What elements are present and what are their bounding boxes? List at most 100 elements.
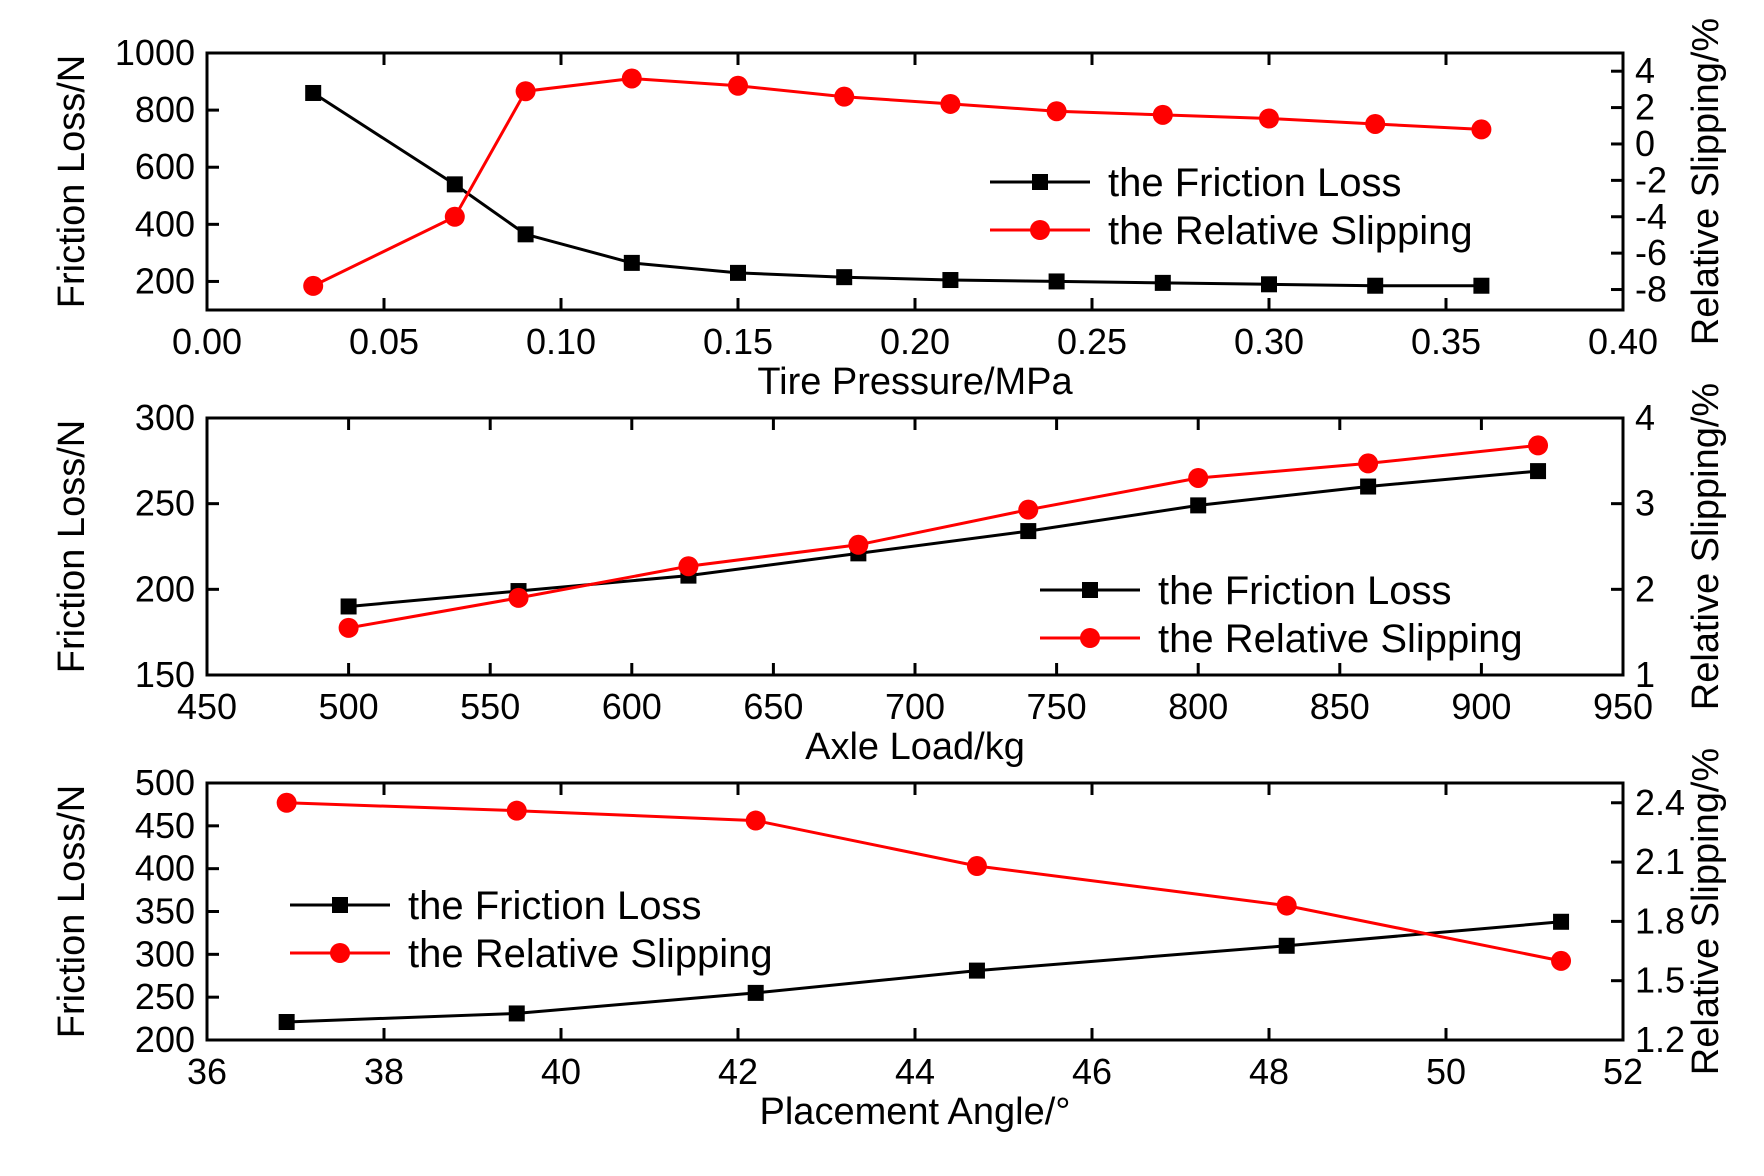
friction-loss-point: [1261, 276, 1277, 293]
friction-loss-point: [1530, 463, 1547, 480]
y-right-axis-title: Relative Slipping/%: [1685, 18, 1727, 345]
x-tick-label: 0.25: [1057, 321, 1127, 362]
x-tick-label: 50: [1426, 1051, 1466, 1092]
friction-loss-point: [623, 254, 640, 271]
relative-slipping-point: [506, 800, 527, 821]
relative-slipping-point: [276, 792, 297, 813]
friction-loss-point: [968, 962, 985, 979]
y-left-tick-label: 250: [135, 976, 195, 1017]
y-left-axis-title: Friction Loss/N: [51, 785, 93, 1038]
friction-loss-point: [1048, 273, 1065, 290]
y-left-tick-label: 150: [135, 654, 195, 695]
relative-slipping-point: [1046, 101, 1067, 122]
friction-loss-point: [1190, 497, 1207, 514]
relative-slipping-point: [1471, 119, 1492, 140]
x-tick-label: 0.35: [1411, 321, 1481, 362]
plot-frame: [205, 51, 1625, 312]
y-left-tick-label: 300: [135, 397, 195, 438]
x-tick-label: 800: [1168, 686, 1228, 727]
y-right-tick-label: -8: [1635, 269, 1667, 310]
friction-loss-point: [836, 269, 853, 286]
y-right-tick-label: 2: [1635, 568, 1655, 609]
y-left-axis-title: Friction Loss/N: [51, 55, 93, 308]
relative-slipping-point: [1528, 435, 1549, 456]
x-tick-label: 52: [1603, 1051, 1643, 1092]
relative-slipping-point: [966, 856, 987, 877]
friction-loss-point: [1360, 478, 1377, 495]
y-left-tick-label: 250: [135, 483, 195, 524]
friction-loss-point: [747, 984, 764, 1001]
x-tick-label: 0.10: [526, 321, 596, 362]
relative-slipping-point: [678, 556, 699, 577]
legend-label: the Friction Loss: [408, 884, 701, 928]
x-tick-label: 44: [895, 1051, 935, 1092]
friction-loss-point: [340, 598, 357, 615]
friction-loss-point: [730, 264, 746, 281]
series-line: [286, 801, 1562, 963]
relative-slipping-point: [1551, 950, 1572, 971]
x-tick-label: 48: [1249, 1051, 1289, 1092]
legend-square-marker: [1082, 582, 1098, 598]
series-line: [312, 76, 1482, 288]
chart-panel-2: 450 500 550 600 650 700 750 800 850 900 950 150 200 2…: [51, 383, 1727, 768]
x-tick-label: 38: [364, 1051, 404, 1092]
y-left-tick-label: 300: [135, 933, 195, 974]
y-right-tick-label: -2: [1635, 159, 1667, 200]
y-left-tick-label: 400: [135, 203, 195, 244]
y-left-tick-label: 350: [135, 891, 195, 932]
x-tick-label: 42: [718, 1051, 758, 1092]
friction-loss-point: [446, 176, 463, 193]
relative-slipping-point: [444, 206, 465, 227]
x-tick-label: 46: [1072, 1051, 1112, 1092]
y-right-tick-label: 1.8: [1635, 900, 1685, 941]
friction-loss-point: [1473, 277, 1490, 294]
friction-loss-point: [1154, 274, 1171, 291]
x-tick-label: 0.30: [1234, 321, 1304, 362]
relative-slipping-point: [848, 534, 869, 555]
friction-loss-point: [508, 1005, 525, 1022]
series-line: [312, 91, 1482, 288]
relative-slipping-point: [1188, 467, 1209, 488]
x-tick-label: 850: [1310, 686, 1370, 727]
y-left-tick-label: 1000: [115, 32, 195, 73]
relative-slipping-point: [621, 68, 642, 89]
x-tick-label: 950: [1593, 686, 1653, 727]
y-right-axis-title: Relative Slipping/%: [1685, 383, 1727, 710]
chart-panel-1: 0.00 0.05 0.10 0.15 0.20 0.25 0.30 0.35 0.40 200 4…: [51, 18, 1727, 403]
y-right-tick-label: 0: [1635, 123, 1655, 164]
legend-square-marker: [1032, 174, 1048, 190]
y-left-tick-label: 500: [135, 762, 195, 803]
y-right-tick-label: -6: [1635, 232, 1667, 273]
x-tick-label: 450: [177, 686, 237, 727]
series-line: [286, 920, 1562, 1024]
relative-slipping-point: [1365, 113, 1386, 134]
x-axis-title: Axle Load/kg: [805, 726, 1025, 768]
y-right-tick-label: 2: [1635, 87, 1655, 128]
series-line: [348, 443, 1539, 630]
y-right-axis-title: Relative Slipping/%: [1685, 748, 1727, 1075]
relative-slipping-point: [515, 81, 536, 102]
x-tick-label: 500: [319, 686, 379, 727]
friction-loss-point: [1367, 277, 1384, 294]
y-left-tick-label: 200: [135, 1019, 195, 1060]
relative-slipping-point: [1276, 895, 1297, 916]
y-left-axis-title: Friction Loss/N: [51, 420, 93, 673]
x-tick-label: 650: [743, 686, 803, 727]
legend-label: the Friction Loss: [1158, 569, 1451, 613]
y-left-tick-label: 400: [135, 848, 195, 889]
x-tick-label: 900: [1451, 686, 1511, 727]
x-tick-label: 0.40: [1588, 321, 1658, 362]
x-tick-label: 36: [187, 1051, 227, 1092]
legend-label: the Relative Slipping: [1108, 209, 1473, 253]
y-right-tick-label: 1.5: [1635, 960, 1685, 1001]
relative-slipping-point: [745, 810, 766, 831]
x-tick-label: 750: [1027, 686, 1087, 727]
series-line: [348, 469, 1539, 608]
y-right-tick-label: -4: [1635, 196, 1667, 237]
relative-slipping-point: [1358, 453, 1379, 474]
y-left-tick-label: 450: [135, 805, 195, 846]
y-right-tick-label: 1.2: [1635, 1019, 1685, 1060]
x-tick-label: 0.05: [349, 321, 419, 362]
